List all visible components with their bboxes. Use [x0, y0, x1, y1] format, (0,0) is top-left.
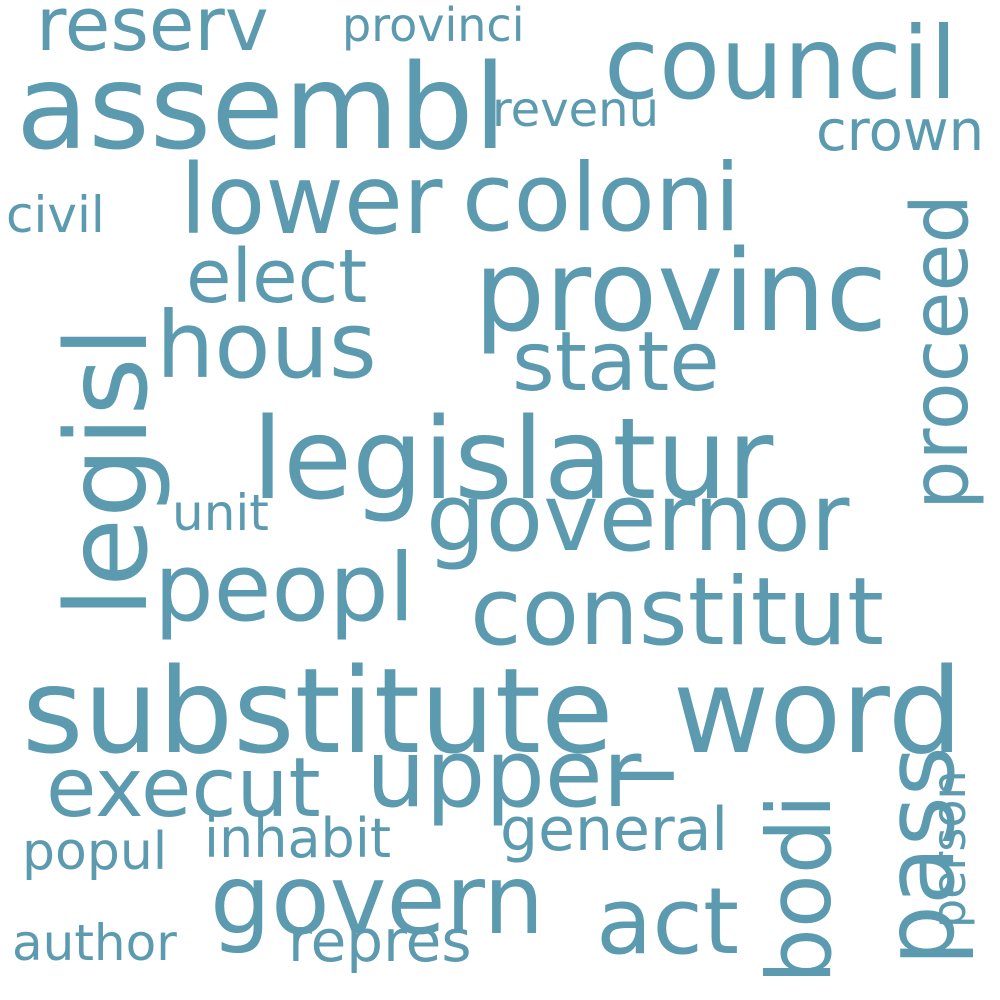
word-govern: govern [210, 844, 545, 956]
word-legislatur: legislatur [252, 395, 774, 525]
word-general: general [500, 795, 729, 865]
word-civil: civil [6, 186, 105, 244]
word-peopl: peopl [154, 534, 415, 643]
word-bodi: bodi [748, 793, 851, 984]
word-substitute-word: substitute_word [22, 642, 963, 780]
word-proceed: proceed [896, 194, 986, 510]
word-provinc: provinc [474, 227, 888, 357]
word-crown: crown [816, 99, 985, 164]
word-reserv: reserv [36, 0, 269, 68]
word-council: council [604, 5, 958, 122]
word-popul: popul [22, 822, 168, 882]
word-provinci: provinci [342, 0, 525, 52]
word-inhabit: inhabit [204, 807, 391, 870]
word-upper: upper [366, 720, 642, 829]
word-constitut: constitut [470, 558, 885, 667]
word-revenu: revenu [492, 82, 659, 138]
word-governor: governor [426, 464, 850, 573]
word-hous: hous [156, 292, 377, 399]
word-legisl: legisl [43, 326, 173, 618]
word-lower: lower [180, 144, 443, 256]
word-execut: execut [46, 741, 321, 836]
word-pass: pass [864, 746, 976, 966]
word-repres: repres [288, 907, 472, 975]
word-state: state [512, 315, 720, 410]
word-coloni: coloni [462, 144, 741, 253]
word-act: act [596, 868, 740, 975]
word-unit: unit [172, 484, 269, 542]
word-assembl: assembl [16, 38, 507, 176]
word-elect: elect [186, 234, 368, 320]
word-author: author [12, 914, 177, 972]
